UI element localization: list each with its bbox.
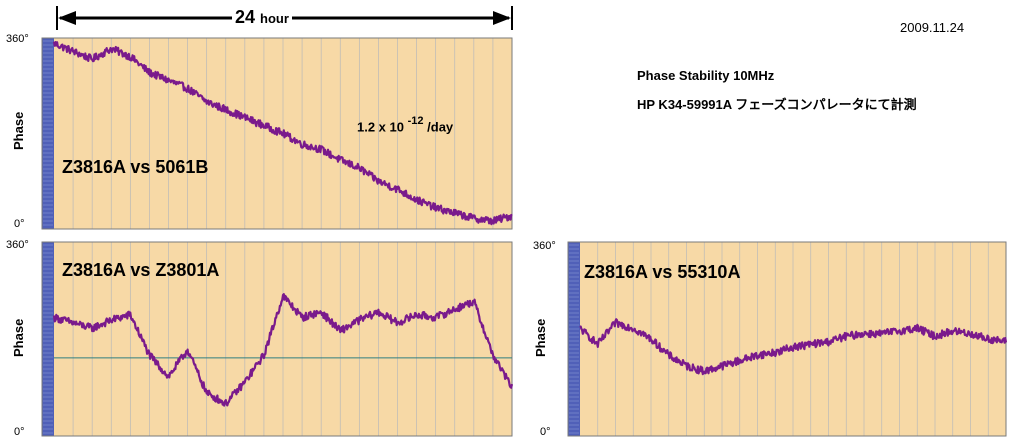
axis-bar	[42, 242, 54, 436]
info-line-1: Phase Stability 10MHz	[637, 68, 775, 83]
date-label: 2009.11.24	[900, 20, 965, 35]
timespan-label: 24 hour	[232, 7, 292, 28]
panel-1-ytick-top: 360°	[6, 33, 29, 45]
chart-panel-3	[567, 241, 1008, 437]
phase-trace	[52, 40, 513, 226]
phase-trace	[52, 293, 514, 407]
drift-annotation: 1.2 x 10 -12 /day	[357, 115, 454, 135]
timespan-unit: hour	[260, 11, 289, 26]
panel-3-ytick-bottom: 0°	[540, 426, 551, 438]
chart-panel-2	[41, 241, 514, 437]
timespan-value: 24	[235, 7, 256, 27]
panel-3-ytick-top: 360°	[533, 240, 556, 252]
panel-2-ytick-top: 360°	[6, 239, 29, 251]
panel-1-title: Z3816A vs 5061B	[62, 157, 209, 177]
timespan-left-arrowhead	[58, 11, 76, 25]
panel-1-ylabel: Phase	[11, 111, 26, 150]
panel-2-ylabel: Phase	[11, 318, 26, 357]
panel-3-ylabel: Phase	[533, 318, 548, 357]
panel-3-title: Z3816A vs 55310A	[584, 262, 741, 282]
chart-panel-1	[41, 37, 513, 230]
plot-border	[41, 37, 513, 230]
info-line-2: HP K34-59991A フェーズコンパレータにて計測	[637, 97, 917, 112]
panel-2-ytick-bottom: 0°	[14, 426, 25, 438]
panel-1-ytick-bottom: 0°	[14, 218, 25, 230]
phase-trace	[579, 318, 1008, 376]
panel-2-title: Z3816A vs Z3801A	[62, 260, 220, 280]
plot-border	[41, 241, 513, 437]
plot-background	[42, 242, 512, 436]
axis-bar	[568, 242, 580, 436]
timespan-right-arrowhead	[493, 11, 511, 25]
axis-bar	[42, 38, 54, 229]
